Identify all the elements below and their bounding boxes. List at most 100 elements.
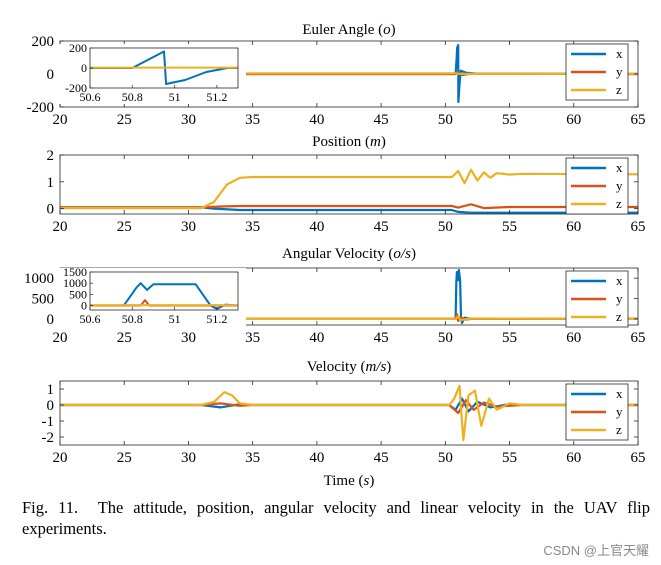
legend-label-z: z (616, 82, 622, 97)
inset-y-tick-label: 1000 (63, 276, 87, 290)
inset-x-tick-label: 50.8 (122, 90, 143, 104)
x-tick-label: 60 (566, 219, 581, 235)
series-group (60, 168, 638, 214)
panel-4: Velocity (m/s) 20 25 30 35 40 45 50 55 60 65 -2-101… (42, 359, 646, 489)
panel-title: Euler Angle (o) (302, 22, 395, 38)
x-tick-label: 45 (374, 330, 389, 346)
legend-label-y: y (616, 291, 623, 306)
inset-x-tick-label: 50.8 (122, 312, 143, 326)
y-tick-label: 1000 (24, 271, 54, 287)
legend-label-x: x (616, 160, 623, 175)
series-line-z (60, 315, 638, 322)
watermark: CSDN @上官天耀 (543, 543, 649, 558)
x-tick-label: 20 (53, 219, 68, 235)
y-tick-label: 2 (47, 148, 55, 164)
legend-label-z: z (616, 309, 622, 324)
x-tick-label: 20 (53, 112, 68, 128)
x-tick-label: 20 (53, 330, 68, 346)
x-tick-label: 35 (245, 112, 260, 128)
y-tick-label: 0 (47, 398, 55, 414)
y-tick-label: 0 (47, 312, 55, 328)
series-line-y (60, 399, 638, 415)
inset-y-tick-label: 0 (81, 299, 87, 313)
inset-y-tick-label: 0 (81, 61, 87, 75)
y-tick-label: 200 (32, 34, 55, 50)
axes-box (59, 380, 639, 446)
legend: xyz (565, 43, 629, 101)
series-line-y (60, 203, 638, 210)
series-line-x (60, 268, 638, 325)
y-tick-label: -1 (42, 414, 55, 430)
panel-title: Velocity (m/s) (307, 359, 392, 375)
inset-axes-box (89, 271, 239, 311)
x-tick-label: 40 (309, 450, 324, 466)
x-tick-label: 45 (374, 450, 389, 466)
x-tick-label: 65 (631, 112, 646, 128)
caption-text: The attitude, position, angular velocity… (22, 498, 650, 538)
inset-y-tick-label: -200 (65, 81, 87, 95)
y-tick-label: 0 (47, 67, 55, 83)
inset-series-line-x (90, 282, 238, 310)
y-tick-label: -2 (42, 430, 55, 446)
x-tick-label: 55 (502, 330, 517, 346)
x-tick-label: 45 (374, 112, 389, 128)
x-tick-label: 25 (117, 450, 132, 466)
x-tick-label: 50 (438, 219, 453, 235)
x-tick-label: 50 (438, 330, 453, 346)
legend-label-z: z (616, 422, 622, 437)
inset-series-group (90, 282, 238, 310)
inset-x-tick-label: 50.6 (80, 312, 101, 326)
panel-3: Angular Velocity (o/s) 20 25 30 35 40 45 50 55 60… (24, 246, 646, 346)
legend: xyz (565, 157, 629, 215)
legend-label-x: x (616, 46, 623, 61)
legend-label-x: x (616, 273, 623, 288)
panel-title: Position (m) (312, 134, 386, 150)
x-tick-label: 20 (53, 450, 68, 466)
x-tick-label: 30 (181, 112, 196, 128)
x-tick-label: 65 (631, 450, 646, 466)
panel-2: Position (m) 20 25 30 35 40 45 50 55 60 65 0 1 2 xyz (47, 134, 646, 235)
inset-x-tick-label: 51.2 (206, 90, 227, 104)
x-axis-label: Time (s) (324, 473, 375, 489)
x-tick-label: 40 (309, 330, 324, 346)
inset-x-tick-label: 51 (169, 90, 181, 104)
caption-label: Fig. 11. (22, 498, 79, 517)
x-tick-label: 55 (502, 450, 517, 466)
panel-title: Angular Velocity (o/s) (282, 246, 416, 262)
x-tick-label: 55 (502, 219, 517, 235)
x-tick-label: 40 (309, 112, 324, 128)
x-tick-label: 30 (181, 450, 196, 466)
x-tick-label: 25 (117, 219, 132, 235)
x-tick-label: 50 (438, 450, 453, 466)
inset-x-tick-label: 51 (169, 312, 181, 326)
x-tick-label: 45 (374, 219, 389, 235)
x-tick-label: 30 (181, 219, 196, 235)
y-tick-label: 1 (47, 175, 55, 191)
legend-label-x: x (616, 386, 623, 401)
x-tick-label: 50 (438, 112, 453, 128)
legend-label-y: y (616, 178, 623, 193)
x-tick-label: 35 (245, 330, 260, 346)
inset-y-tick-label: 200 (69, 41, 87, 55)
legend: xyz (565, 383, 629, 441)
inset-background (58, 44, 246, 104)
legend-label-z: z (616, 196, 622, 211)
legend-label-y: y (616, 404, 623, 419)
series-group (60, 268, 638, 325)
figure-caption: Fig. 11. The attitude, position, angular… (22, 497, 650, 539)
x-tick-label: 30 (181, 330, 196, 346)
figure: Euler Angle (o)20 25 30 35 40 45 50 55 60 65-2000… (24, 22, 646, 489)
inset-y-tick-label: 500 (69, 287, 87, 301)
legend-label-y: y (616, 64, 623, 79)
x-tick-label: 65 (631, 330, 646, 346)
x-tick-label: 25 (117, 112, 132, 128)
x-tick-label: 60 (566, 450, 581, 466)
x-tick-label: 25 (117, 330, 132, 346)
inset-background (58, 268, 246, 326)
x-tick-label: 40 (309, 219, 324, 235)
x-tick-label: 35 (245, 219, 260, 235)
x-tick-label: 65 (631, 219, 646, 235)
series-group (60, 384, 638, 442)
x-tick-label: 35 (245, 450, 260, 466)
